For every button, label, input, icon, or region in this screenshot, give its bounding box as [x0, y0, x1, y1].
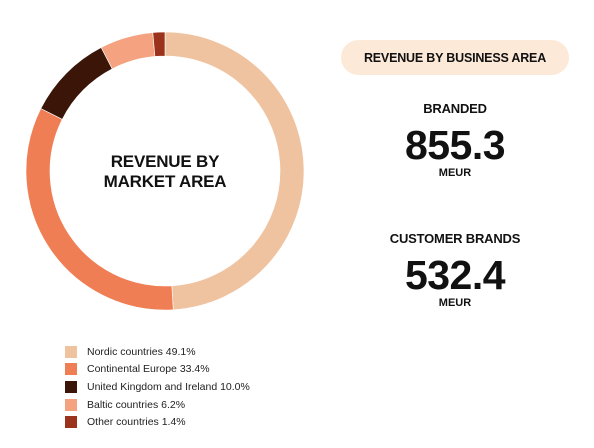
legend-label: Other countries 1.4%: [87, 416, 186, 429]
kpi-value: 532.4: [404, 252, 506, 298]
donut-chart: [25, 31, 305, 311]
legend-label: Baltic countries 6.2%: [87, 398, 186, 411]
kpi-branded: BRANDED 855.3 MEUR: [341, 101, 569, 179]
legend-item-uk-ireland: United Kingdom and Ireland 10.0%: [65, 378, 250, 396]
legend-swatch: [65, 398, 77, 411]
slice-nordic: [164, 31, 305, 311]
chart-title-line-2: MARKET AREA: [103, 172, 227, 191]
legend-swatch: [65, 416, 77, 429]
legend-swatch: [65, 380, 77, 393]
chart-legend: Nordic countries 49.1% Continental Europ…: [65, 343, 250, 431]
kpi-unit: MEUR: [438, 167, 472, 179]
kpi-label: CUSTOMER BRANDS: [389, 231, 521, 246]
slice-baltic: [100, 32, 156, 70]
slice-other: [152, 31, 166, 57]
legend-label: United Kingdom and Ireland 10.0%: [87, 380, 250, 393]
legend-swatch: [65, 345, 77, 358]
kpi-customer-brands: CUSTOMER BRANDS 532.4 MEUR: [341, 231, 569, 309]
legend-item-continental-europe: Continental Europe 33.4%: [65, 361, 250, 379]
kpi-label: BRANDED: [423, 101, 487, 116]
legend-label: Nordic countries 49.1%: [87, 345, 196, 358]
legend-item-other: Other countries 1.4%: [65, 413, 250, 431]
kpi-value: 855.3: [404, 122, 506, 168]
chart-title-line-1: REVENUE BY: [110, 152, 220, 171]
legend-swatch: [65, 363, 77, 376]
slice-continental-europe: [25, 108, 174, 311]
legend-label: Continental Europe 33.4%: [87, 363, 210, 376]
slice-uk-ireland: [40, 47, 113, 120]
revenue-by-market-area-chart: REVENUE BY MARKET AREA: [0, 0, 330, 330]
chart-title: REVENUE BY MARKET AREA: [65, 152, 265, 192]
legend-item-nordic: Nordic countries 49.1%: [65, 343, 250, 361]
business-area-title: REVENUE BY BUSINESS AREA: [341, 40, 569, 75]
legend-item-baltic: Baltic countries 6.2%: [65, 396, 250, 414]
kpi-unit: MEUR: [438, 297, 472, 309]
